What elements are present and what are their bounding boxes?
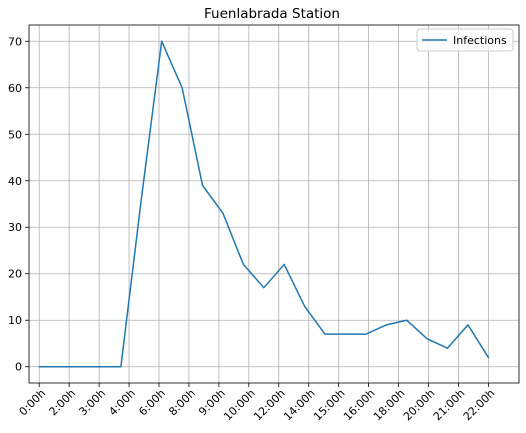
x-axis: 0:00h2:00h3:00h4:00h6:00h8:00h9:00h10:00… — [17, 383, 498, 424]
y-tick-label: 60 — [8, 82, 22, 95]
x-tick-label: 20:00h — [401, 387, 438, 424]
y-tick-label: 50 — [8, 128, 22, 141]
x-tick-label: 0:00h — [17, 387, 49, 419]
y-tick-label: 20 — [8, 268, 22, 281]
x-tick-label: 22:00h — [461, 387, 498, 424]
chart-title: Fuenlabrada Station — [204, 6, 340, 22]
legend-series-label: Infections — [453, 34, 507, 47]
grid-lines — [29, 25, 519, 383]
x-tick-label: 14:00h — [281, 387, 318, 424]
y-tick-label: 10 — [8, 314, 22, 327]
series-layer — [38, 40, 490, 368]
y-tick-label: 0 — [15, 361, 22, 374]
series-line-0 — [38, 40, 490, 368]
y-tick-label: 40 — [8, 175, 22, 188]
x-tick-label: 15:00h — [311, 387, 348, 424]
y-tick-label: 30 — [8, 221, 22, 234]
x-tick-label: 8:00h — [166, 387, 198, 419]
x-tick-label: 4:00h — [106, 387, 138, 419]
legend: Infections — [416, 28, 514, 52]
x-tick-label: 2:00h — [47, 387, 79, 419]
x-tick-label: 16:00h — [341, 387, 378, 424]
y-tick-label: 70 — [8, 35, 22, 48]
x-tick-label: 18:00h — [371, 387, 408, 424]
x-tick-label: 6:00h — [136, 387, 168, 419]
x-tick-label: 10:00h — [221, 387, 258, 424]
x-tick-label: 12:00h — [251, 387, 288, 424]
legend-box — [416, 28, 514, 52]
x-tick-label: 21:00h — [431, 387, 468, 424]
y-axis: 0 10 20 30 40 50 60 70 — [8, 35, 29, 374]
plot-area-frame — [28, 24, 520, 384]
x-tick-label: 3:00h — [76, 387, 108, 419]
